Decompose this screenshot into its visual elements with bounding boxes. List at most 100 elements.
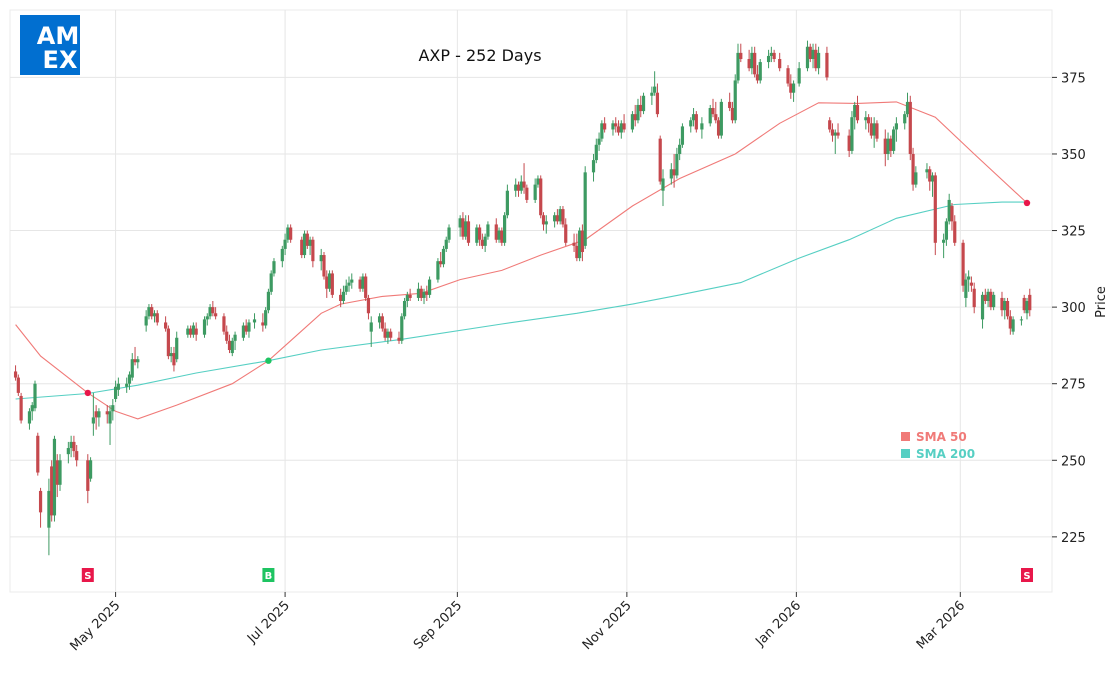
candle-down xyxy=(522,181,526,188)
candle-up xyxy=(402,301,407,317)
chart-title: AXP - 252 Days xyxy=(418,46,541,65)
candle-up xyxy=(533,184,537,200)
candle-up xyxy=(377,316,382,323)
buy-signal-badge xyxy=(262,568,275,582)
candle-down xyxy=(1028,294,1032,311)
grid xyxy=(10,10,1052,592)
candle-down xyxy=(500,230,504,243)
candle-up xyxy=(791,83,796,93)
candle-down xyxy=(380,316,384,329)
candle-down xyxy=(194,328,198,335)
candle-down xyxy=(1005,301,1010,317)
candle-up xyxy=(319,255,323,262)
candle-down xyxy=(222,316,226,332)
candle-up xyxy=(486,224,490,237)
candle-down xyxy=(908,101,912,154)
candle-down xyxy=(728,101,732,109)
candle-up xyxy=(544,221,548,225)
candle-up xyxy=(230,340,234,354)
candle-up xyxy=(147,307,151,317)
candle-down xyxy=(397,337,401,341)
candle-up xyxy=(241,325,246,338)
candle-down xyxy=(814,49,818,69)
y-tick-label: 300 xyxy=(1061,301,1086,316)
candle-down xyxy=(94,411,98,418)
candle-down xyxy=(622,123,626,130)
y-tick-label: 375 xyxy=(1061,71,1086,86)
candle-down xyxy=(639,104,643,112)
candle-up xyxy=(52,438,57,516)
candle-down xyxy=(164,322,168,329)
candle-up xyxy=(427,279,432,295)
candle-down xyxy=(322,255,326,277)
candle-up xyxy=(447,227,451,240)
legend-label-sma50: SMA 50 xyxy=(916,430,967,444)
candle-down xyxy=(75,451,79,461)
candle-down xyxy=(419,288,423,298)
candle-up xyxy=(436,261,440,280)
candle-up xyxy=(944,221,949,240)
x-tick-label: May 2025 xyxy=(67,598,123,654)
candle-up xyxy=(708,108,712,124)
candle-down xyxy=(50,466,54,516)
sell-signal-marker xyxy=(84,389,92,397)
candle-up xyxy=(233,334,237,341)
svg-text:EX: EX xyxy=(43,46,78,74)
candle-up xyxy=(58,460,62,485)
candle-up xyxy=(661,178,665,191)
candle-up xyxy=(69,441,73,449)
candle-down xyxy=(603,123,607,130)
candle-up xyxy=(302,233,307,256)
candle-down xyxy=(305,233,309,246)
candle-up xyxy=(252,319,257,323)
candle-up xyxy=(416,288,421,298)
plot-frame xyxy=(9,9,1053,593)
candle-up xyxy=(464,221,468,237)
legend: SMA 50 SMA 200 xyxy=(901,430,975,461)
candle-down xyxy=(972,288,976,308)
candle-down xyxy=(425,291,429,295)
candle-down xyxy=(311,239,315,262)
candle-up xyxy=(1011,319,1015,332)
candle-down xyxy=(13,371,18,378)
candle-up xyxy=(505,190,509,216)
candle-down xyxy=(477,227,482,240)
candle-down xyxy=(516,184,521,191)
candle-up xyxy=(980,294,985,320)
sell-signal-marker xyxy=(1023,199,1031,207)
candle-up xyxy=(497,230,501,240)
candle-down xyxy=(555,215,559,222)
candle-up xyxy=(369,322,373,332)
candle-up xyxy=(1003,301,1007,311)
candle-up xyxy=(111,405,115,412)
candle-down xyxy=(778,59,782,69)
candle-down xyxy=(808,46,812,60)
buy-signal-label: B xyxy=(265,571,273,582)
candle-up xyxy=(650,92,654,96)
candle-down xyxy=(694,114,698,130)
legend-swatch-sma50 xyxy=(901,432,910,441)
candle-up xyxy=(144,316,148,326)
candle-up xyxy=(816,52,821,69)
candle-down xyxy=(155,313,159,323)
candle-down xyxy=(358,279,362,289)
candle-down xyxy=(772,52,776,60)
candle-up xyxy=(583,172,587,246)
candle-down xyxy=(789,83,793,93)
candle-down xyxy=(883,138,887,154)
candle-up xyxy=(600,123,604,139)
candle-down xyxy=(289,227,293,240)
candle-down xyxy=(969,282,974,286)
candle-up xyxy=(903,114,907,124)
y-tick-label: 350 xyxy=(1061,148,1086,163)
candle-up xyxy=(116,383,120,390)
candle-up xyxy=(130,359,134,378)
candle-down xyxy=(911,153,915,185)
candle-up xyxy=(872,123,876,136)
candle-up xyxy=(400,316,404,341)
candle-up xyxy=(361,276,365,289)
candle-down xyxy=(755,74,760,81)
candle-up xyxy=(33,383,37,409)
candle-up xyxy=(678,144,682,154)
candle-down xyxy=(828,120,832,130)
